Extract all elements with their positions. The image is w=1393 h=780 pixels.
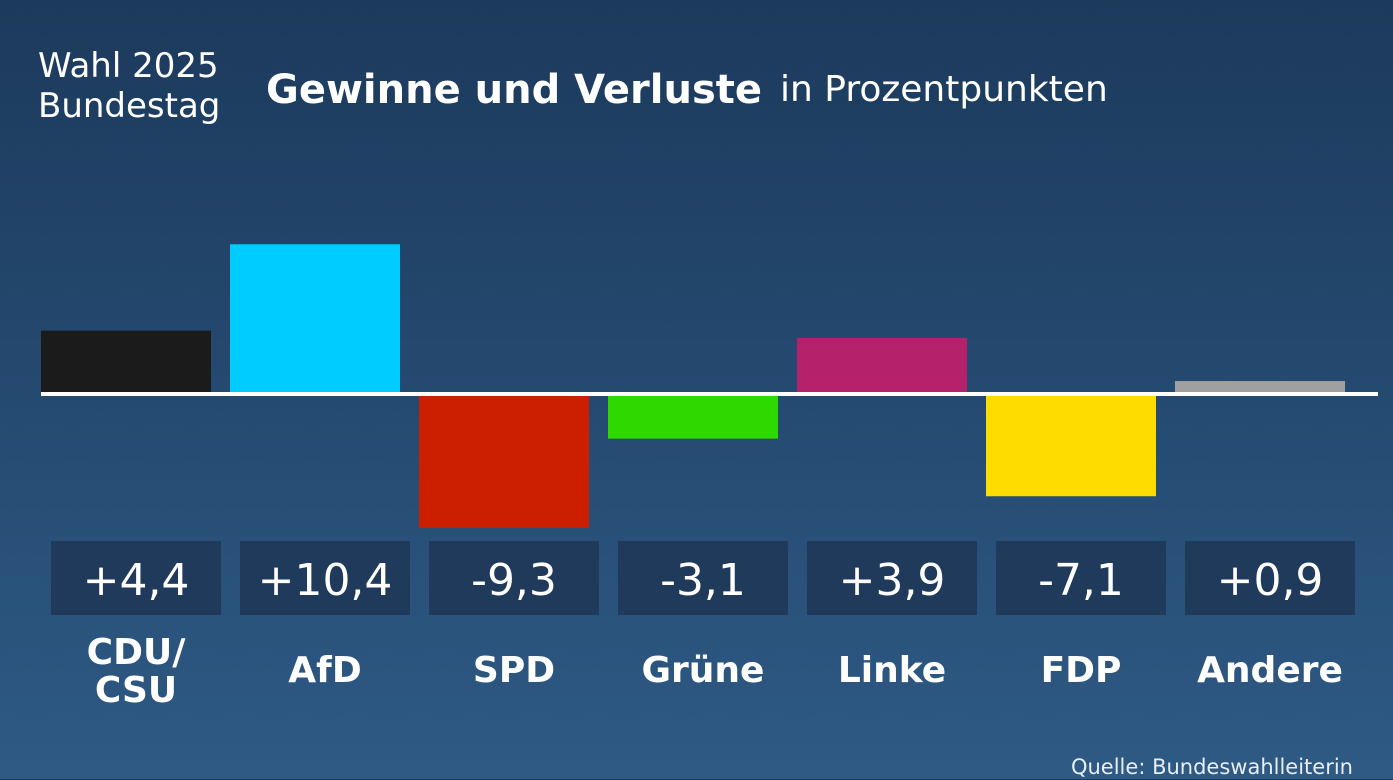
value-label-2: -9,3 xyxy=(471,555,557,606)
value-box-2 xyxy=(429,541,599,615)
category-label-4: Linke xyxy=(838,650,946,691)
value-box-4 xyxy=(807,541,977,615)
value-box-3 xyxy=(618,541,788,615)
value-box-1 xyxy=(240,541,410,615)
value-label-4: +3,9 xyxy=(839,555,946,606)
bar-2 xyxy=(419,394,589,528)
election-year: Wahl 2025 xyxy=(38,46,219,86)
value-box-6 xyxy=(1185,541,1355,615)
category-label-2: SPD xyxy=(473,650,555,691)
category-label-3: Grüne xyxy=(642,650,765,691)
chart-title: Gewinne und Verluste xyxy=(266,67,763,113)
category-label-5: FDP xyxy=(1041,650,1122,691)
value-label-1: +10,4 xyxy=(258,555,393,606)
election-label: Wahl 2025 Bundestag xyxy=(38,46,220,126)
election-body: Bundestag xyxy=(38,86,221,126)
value-label-0: +4,4 xyxy=(83,555,190,606)
source-note: Quelle: Bundeswahlleiterin xyxy=(1070,755,1353,779)
bar-1 xyxy=(230,244,400,394)
value-box-0 xyxy=(51,541,221,615)
category-label-1: AfD xyxy=(288,650,361,691)
bar-0 xyxy=(41,330,211,394)
chart-subtitle: in Prozentpunkten xyxy=(780,69,1108,110)
category-label-0: CDU/CSU xyxy=(87,632,187,711)
value-label-6: +0,9 xyxy=(1217,555,1324,606)
value-label-5: -7,1 xyxy=(1038,555,1124,606)
bar-4 xyxy=(797,337,967,394)
value-label-3: -3,1 xyxy=(660,555,746,606)
bar-3 xyxy=(608,394,778,439)
category-label-6: Andere xyxy=(1197,650,1343,691)
bar-6 xyxy=(1175,381,1345,394)
value-box-5 xyxy=(996,541,1166,615)
bar-5 xyxy=(986,394,1156,497)
